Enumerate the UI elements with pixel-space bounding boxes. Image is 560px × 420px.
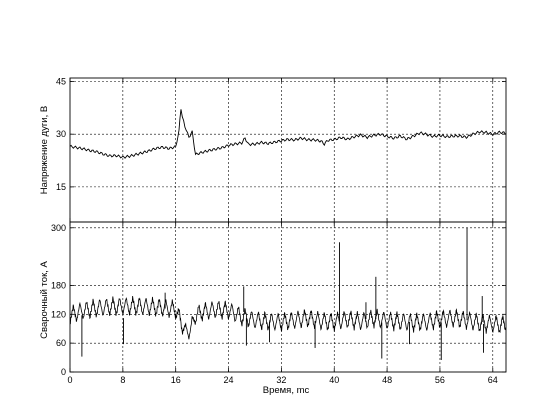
current-x-tick-label: 0: [67, 375, 72, 385]
current-x-tick-label: 32: [276, 375, 286, 385]
current-y-tick-label: 180: [51, 280, 66, 290]
current-axes-frame: [69, 221, 507, 373]
voltage-y-tick-label: 30: [56, 129, 66, 139]
current-series-line: [69, 296, 506, 340]
current-y-tick-label: 120: [51, 309, 66, 319]
current-panel: 0 60 120 180 300 0 8 16 24 32 40 48 56 64: [51, 221, 507, 385]
current-x-tick-label: 8: [120, 375, 125, 385]
current-y-tick-label: 300: [51, 223, 66, 233]
voltage-axes-frame: [69, 77, 507, 223]
voltage-y-axis-label: Напряжение дуги, В: [39, 106, 50, 194]
current-x-tick-label: 24: [224, 375, 234, 385]
voltage-y-tick-label: 15: [56, 182, 66, 192]
current-x-tick-label: 48: [382, 375, 392, 385]
current-x-tick-label: 64: [488, 375, 498, 385]
current-x-tick-label: 56: [435, 375, 445, 385]
x-axis-label: Время, mc: [263, 385, 310, 396]
current-y-tick-label: 60: [56, 338, 66, 348]
voltage-series-line: [69, 109, 507, 159]
current-x-tick-label: 16: [171, 375, 181, 385]
voltage-panel: 15 30 45: [56, 77, 507, 223]
current-x-tick-label: 40: [329, 375, 339, 385]
voltage-y-tick-label: 45: [56, 77, 66, 87]
current-y-tick-label: 0: [61, 367, 66, 377]
current-y-axis-label: Сварочный ток, А: [39, 260, 50, 338]
